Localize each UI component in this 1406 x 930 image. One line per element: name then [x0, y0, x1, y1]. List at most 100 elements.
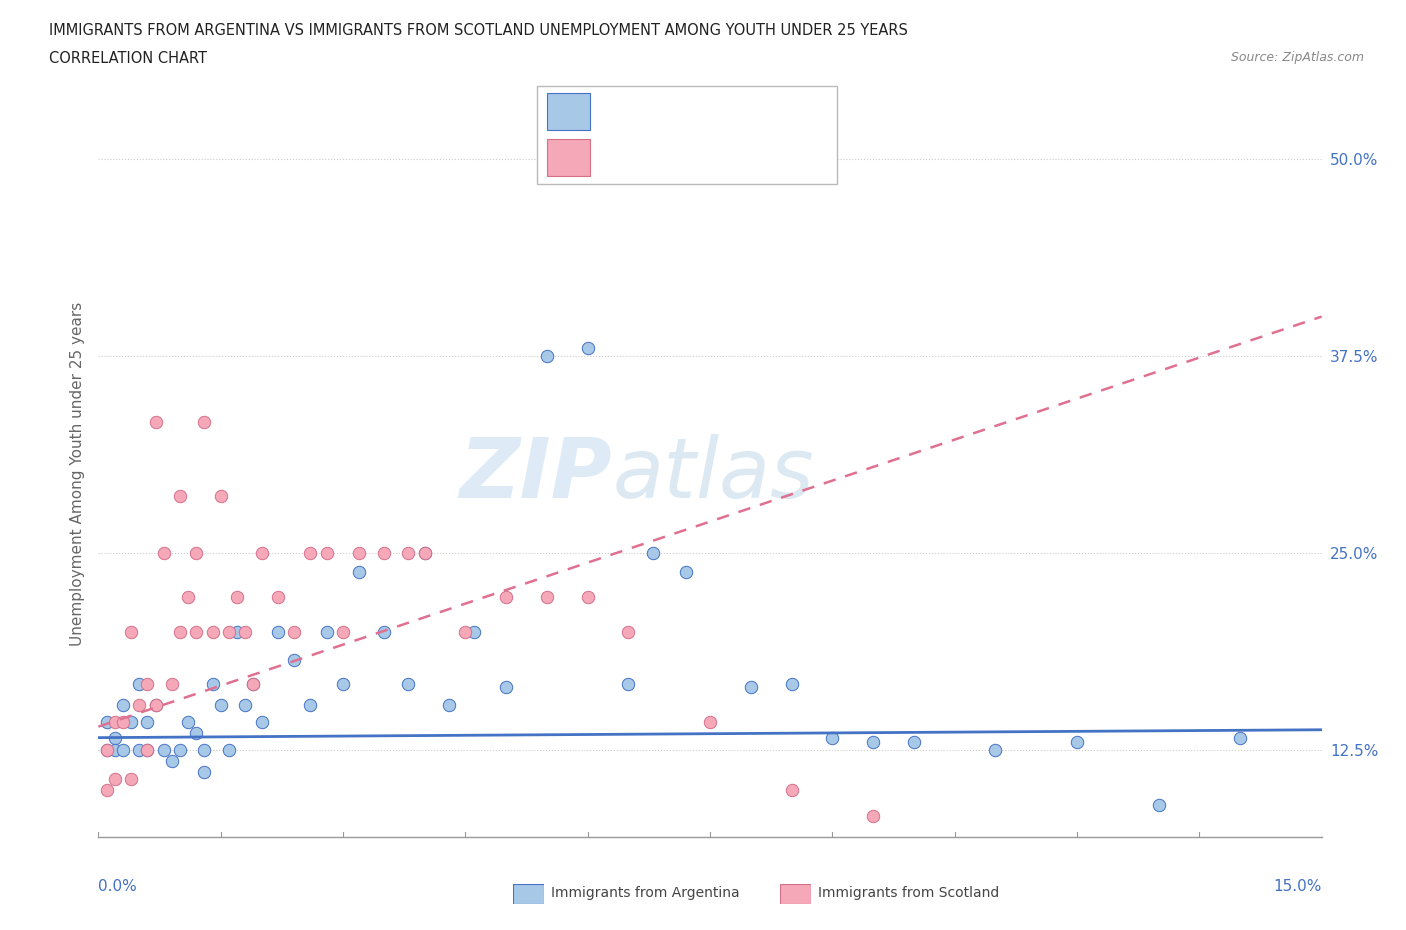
Y-axis label: Unemployment Among Youth under 25 years: Unemployment Among Youth under 25 years [69, 302, 84, 646]
Text: CORRELATION CHART: CORRELATION CHART [49, 51, 207, 66]
Text: 15.0%: 15.0% [1274, 879, 1322, 894]
Point [396, 677, 419, 692]
Point [120, 714, 142, 729]
Point [1147, 798, 1170, 813]
Point [984, 743, 1007, 758]
Point [152, 743, 174, 758]
Point [111, 714, 134, 729]
Point [96, 743, 118, 758]
Point [218, 625, 240, 640]
Text: IMMIGRANTS FROM ARGENTINA VS IMMIGRANTS FROM SCOTLAND UNEMPLOYMENT AMONG YOUTH U: IMMIGRANTS FROM ARGENTINA VS IMMIGRANTS … [49, 23, 908, 38]
Point [111, 743, 134, 758]
Point [193, 415, 215, 430]
Point [145, 698, 167, 712]
Point [186, 725, 208, 740]
Point [862, 735, 884, 750]
Point [160, 677, 183, 692]
Point [160, 754, 183, 769]
Point [1229, 730, 1251, 745]
Point [128, 677, 150, 692]
Point [780, 782, 803, 797]
Point [315, 625, 337, 640]
Point [233, 698, 256, 712]
Point [283, 625, 305, 640]
Point [349, 546, 371, 561]
Point [169, 489, 191, 504]
Point [169, 625, 191, 640]
Point [193, 764, 215, 779]
Point [201, 677, 224, 692]
Point [136, 714, 159, 729]
Point [454, 625, 477, 640]
Text: ZIP: ZIP [460, 433, 612, 515]
Point [536, 349, 558, 364]
Point [104, 714, 127, 729]
Text: 0.020: 0.020 [652, 104, 700, 119]
Point [250, 714, 273, 729]
Point [250, 546, 273, 561]
Point [169, 743, 191, 758]
Point [177, 590, 200, 604]
Point [96, 714, 118, 729]
Text: R =: R = [602, 150, 640, 165]
Point [201, 625, 224, 640]
Text: 52: 52 [776, 104, 797, 119]
Point [242, 677, 264, 692]
Point [226, 590, 249, 604]
Point [299, 546, 322, 561]
Point [413, 546, 436, 561]
Point [218, 743, 240, 758]
Point [315, 546, 337, 561]
Point [177, 714, 200, 729]
Point [96, 782, 118, 797]
Point [128, 698, 150, 712]
Text: R =: R = [602, 104, 636, 119]
Point [437, 698, 460, 712]
Point [136, 743, 159, 758]
Point [675, 565, 697, 579]
Point [617, 677, 640, 692]
Point [576, 590, 599, 604]
Point [349, 565, 371, 579]
Text: Source: ZipAtlas.com: Source: ZipAtlas.com [1230, 51, 1364, 64]
Point [699, 714, 721, 729]
Point [242, 677, 264, 692]
Point [299, 698, 322, 712]
Text: N =: N = [730, 150, 763, 165]
Text: N =: N = [730, 104, 763, 119]
FancyBboxPatch shape [537, 86, 838, 184]
Point [821, 730, 844, 745]
Point [862, 809, 884, 824]
Point [111, 698, 134, 712]
Point [120, 771, 142, 786]
Point [209, 698, 232, 712]
Text: atlas: atlas [612, 433, 814, 515]
Point [396, 546, 419, 561]
Point [104, 771, 127, 786]
Point [267, 590, 290, 604]
Text: 0.0%: 0.0% [98, 879, 138, 894]
Point [233, 625, 256, 640]
Point [463, 625, 485, 640]
Text: Immigrants from Scotland: Immigrants from Scotland [818, 885, 1000, 900]
Point [740, 680, 762, 695]
Point [267, 625, 290, 640]
Point [373, 546, 395, 561]
Point [145, 415, 167, 430]
Point [96, 743, 118, 758]
Point [1066, 735, 1088, 750]
Text: Immigrants from Argentina: Immigrants from Argentina [551, 885, 740, 900]
Point [186, 546, 208, 561]
Bar [547, 93, 591, 130]
Point [145, 698, 167, 712]
Point [104, 743, 127, 758]
Text: 44: 44 [776, 150, 797, 165]
Point [413, 546, 436, 561]
Point [495, 680, 517, 695]
Point [495, 590, 517, 604]
Point [576, 340, 599, 355]
Point [136, 677, 159, 692]
Point [104, 730, 127, 745]
Text: 0.178: 0.178 [652, 150, 700, 165]
Point [152, 546, 174, 561]
